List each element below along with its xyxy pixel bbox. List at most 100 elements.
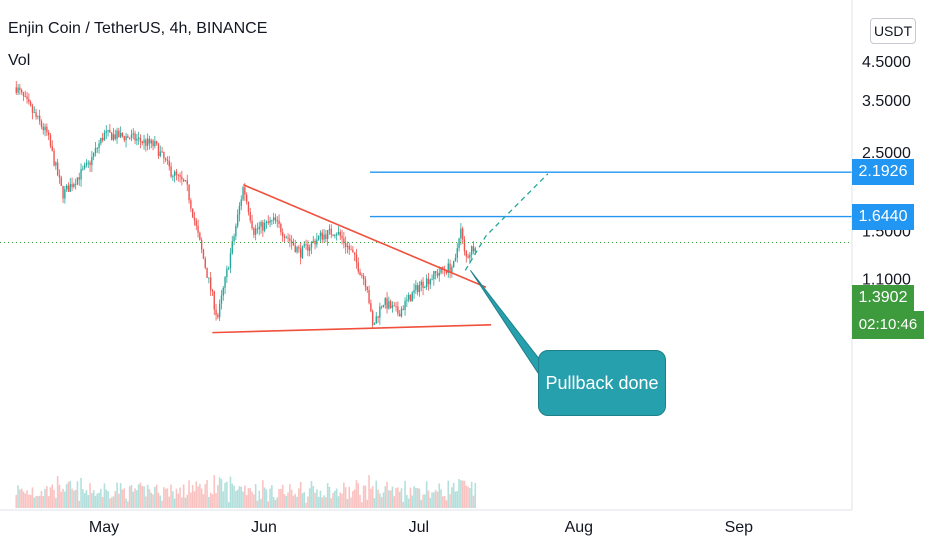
- volume-bar: [150, 492, 153, 508]
- candle-body: [343, 238, 345, 244]
- candle-body: [285, 237, 287, 239]
- candle-body: [224, 277, 226, 288]
- candle-body: [109, 129, 111, 133]
- volume-bar: [382, 492, 385, 508]
- x-tick-label: May: [89, 519, 119, 536]
- volume-bar: [208, 496, 210, 508]
- candle-body: [136, 138, 138, 141]
- candle-body: [202, 249, 205, 259]
- candle-body: [404, 301, 406, 310]
- candle-body: [346, 245, 349, 247]
- candle-body: [458, 238, 460, 249]
- candle-body: [118, 130, 120, 138]
- volume-bar: [134, 488, 136, 508]
- candle-body: [283, 236, 286, 238]
- volume-bar: [51, 484, 54, 508]
- volume-bar: [463, 480, 466, 508]
- candle-body: [269, 220, 271, 223]
- volume-bar: [353, 489, 356, 508]
- volume-bar: [31, 487, 34, 508]
- candle-body: [463, 239, 466, 252]
- volume-bar: [55, 498, 57, 508]
- volume-bar: [364, 485, 367, 508]
- volume-bar: [224, 482, 226, 508]
- candle-body: [163, 151, 165, 159]
- candle-body: [332, 234, 334, 236]
- volume-bar: [154, 486, 156, 508]
- candle-body: [299, 248, 302, 258]
- symbol-legend[interactable]: Enjin Coin / TetherUS, 4h, BINANCE: [8, 20, 268, 37]
- volume-legend[interactable]: Vol: [8, 52, 31, 69]
- y-tick-label: 2.5000: [862, 145, 911, 162]
- volume-bar: [280, 488, 282, 508]
- volume-bar: [310, 481, 313, 508]
- candle-body: [375, 316, 377, 324]
- candle-body: [184, 180, 187, 182]
- volume-bar: [116, 482, 118, 508]
- candles: [15, 81, 476, 328]
- candle-body: [154, 141, 156, 147]
- candle-body: [281, 232, 284, 237]
- volume-bar: [148, 489, 151, 508]
- candle-body: [280, 224, 282, 233]
- candle-body: [91, 156, 93, 166]
- volume-bar: [80, 477, 82, 508]
- candle-body: [312, 240, 314, 243]
- candle-body: [31, 105, 34, 113]
- currency-button[interactable]: USDT: [870, 18, 916, 44]
- candle-body: [434, 271, 437, 274]
- volume-bar: [272, 497, 275, 508]
- candle-body: [233, 236, 235, 242]
- volume-bar: [209, 492, 212, 508]
- annotation-callout[interactable]: Pullback done: [538, 350, 666, 416]
- volume-bar: [339, 492, 342, 508]
- candle-body: [208, 277, 210, 279]
- candle-body: [74, 184, 77, 185]
- candle-body: [461, 228, 464, 240]
- candle-body: [289, 238, 291, 241]
- volume-bar: [76, 481, 79, 508]
- volume-bar: [301, 493, 304, 508]
- volume-bar: [425, 481, 428, 508]
- candle-body: [17, 87, 19, 93]
- candle-body: [317, 235, 320, 240]
- volume-bar: [199, 483, 201, 508]
- volume-bar: [368, 475, 370, 508]
- candle-body: [256, 228, 259, 230]
- volume-bar: [294, 493, 297, 508]
- candle-body: [87, 162, 89, 164]
- volume-bar: [94, 495, 97, 508]
- volume-bar: [118, 493, 120, 508]
- volume-bar: [33, 497, 36, 508]
- volume-bar: [254, 484, 257, 508]
- volume-bar: [251, 491, 253, 508]
- volume-bar: [186, 494, 189, 508]
- candle-body: [89, 162, 91, 166]
- volume-bar: [24, 493, 27, 508]
- volume-bar: [168, 496, 171, 508]
- candle-body: [290, 240, 293, 243]
- candle-body: [19, 87, 21, 91]
- volume-bar: [346, 498, 349, 508]
- candle-body: [472, 246, 475, 252]
- volume-bar: [245, 495, 248, 508]
- candle-body: [395, 306, 397, 308]
- volume-bar: [454, 491, 457, 508]
- volume-bar: [107, 491, 109, 508]
- candle-body: [105, 131, 107, 133]
- volume-bar: [226, 481, 228, 508]
- candle-body: [474, 248, 476, 252]
- volume-bar: [159, 495, 162, 508]
- candle-body: [384, 298, 386, 306]
- volume-bar: [319, 490, 322, 508]
- candle-body: [339, 231, 341, 236]
- candle-body: [393, 305, 395, 307]
- candle-body: [226, 268, 228, 278]
- volume-bar: [445, 500, 448, 508]
- candle-body: [416, 284, 419, 293]
- candle-body: [161, 151, 163, 153]
- volume-bar: [155, 484, 158, 508]
- candle-body: [53, 150, 55, 166]
- volume-bar: [190, 492, 192, 508]
